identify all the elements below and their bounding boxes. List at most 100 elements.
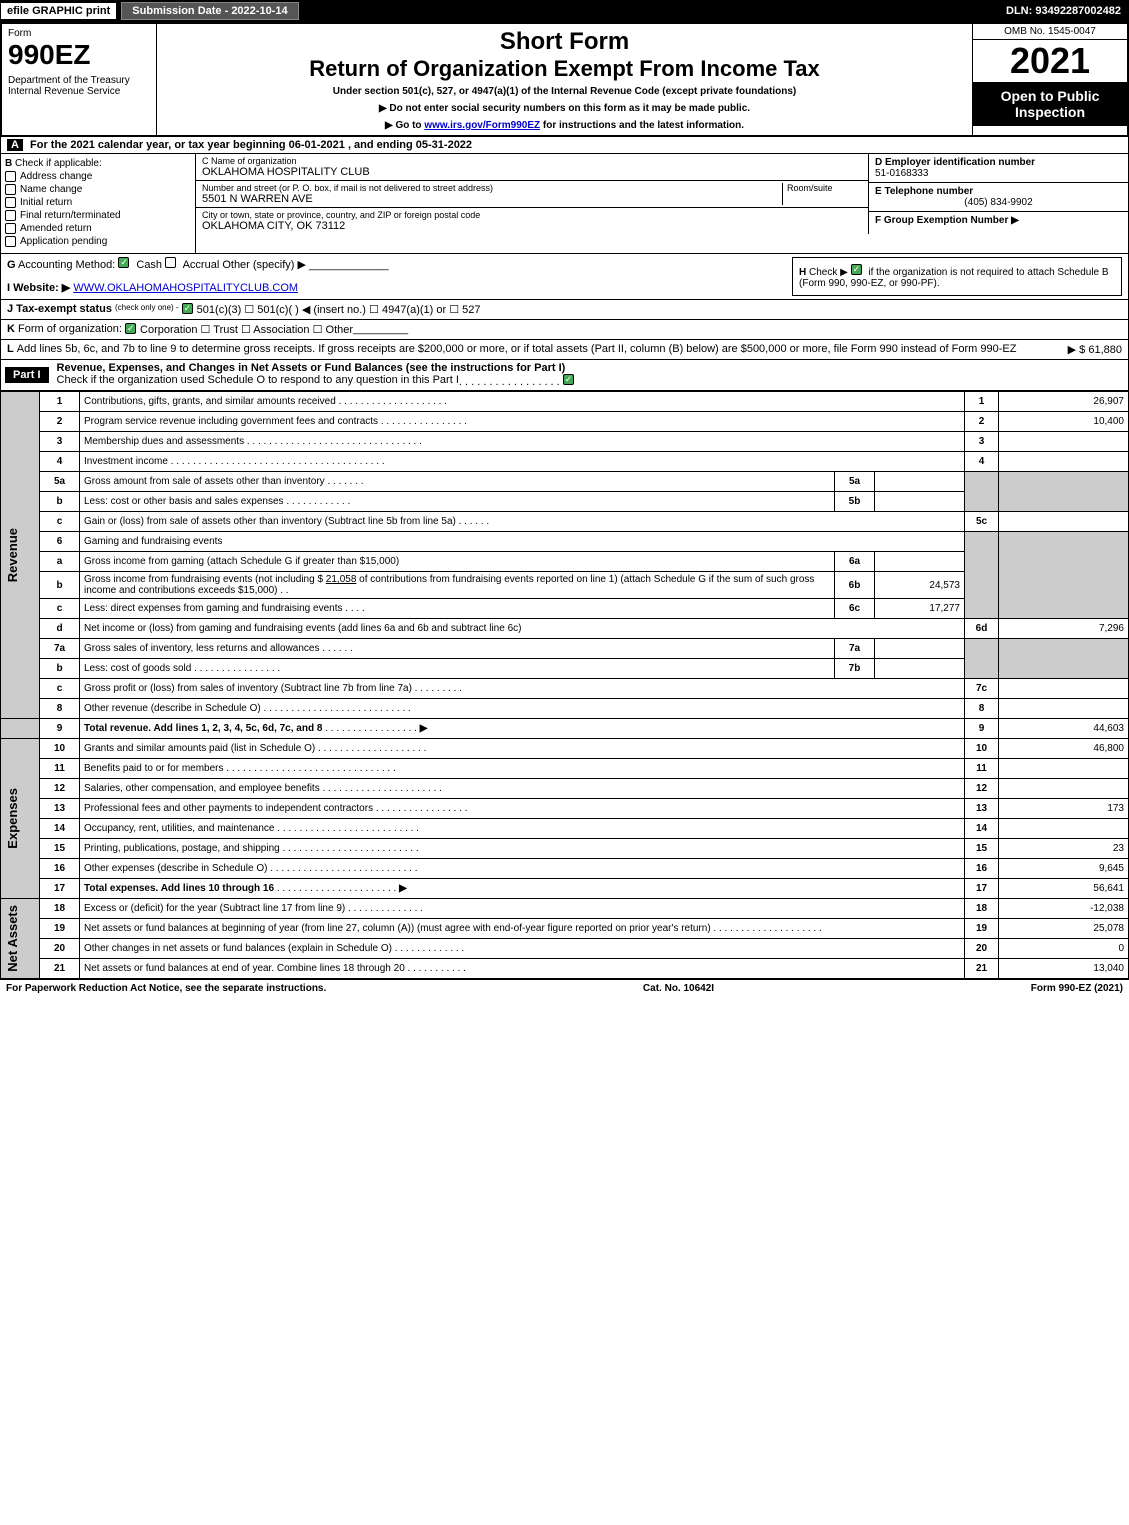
footer-center: Cat. No. 10642I [643, 983, 714, 994]
footer-left: For Paperwork Reduction Act Notice, see … [6, 983, 326, 994]
info-grid: B Check if applicable: Address change Na… [0, 154, 1129, 254]
col-b: B Check if applicable: Address change Na… [1, 154, 196, 253]
line-21-val: 13,040 [999, 959, 1129, 979]
chk-amended-return[interactable] [5, 223, 16, 234]
line-9-val: 44,603 [999, 719, 1129, 739]
website-link[interactable]: WWW.OKLAHOMAHOSPITALITYCLUB.COM [73, 282, 298, 294]
row-j: J Tax-exempt status (check only one) - 5… [0, 300, 1129, 320]
line-1-desc: Contributions, gifts, grants, and simila… [84, 396, 336, 407]
line-1-ref: 1 [965, 392, 999, 412]
chk-501c3[interactable] [182, 303, 193, 314]
dept-treasury: Department of the Treasury Internal Reve… [8, 75, 150, 97]
label-j: J Tax-exempt status [7, 303, 112, 316]
footer-right: Form 990-EZ (2021) [1031, 983, 1123, 994]
row-l: L Add lines 5b, 6c, and 7b to line 9 to … [0, 340, 1129, 360]
line-8-desc: Other revenue (describe in Schedule O) [84, 703, 261, 714]
chk-address-change[interactable] [5, 171, 16, 182]
line-5a-desc: Gross amount from sale of assets other t… [84, 476, 325, 487]
submission-date-btn[interactable]: Submission Date - 2022-10-14 [121, 2, 298, 20]
line-8-val [999, 699, 1129, 719]
ein-lbl: D Employer identification number [875, 157, 1035, 168]
row-l-amount: ▶ $ 61,880 [1068, 343, 1122, 356]
line-7b-desc: Less: cost of goods sold [84, 663, 191, 674]
line-15-desc: Printing, publications, postage, and shi… [84, 843, 280, 854]
chk-final-return[interactable] [5, 210, 16, 221]
line-5c-val [999, 512, 1129, 532]
line-6-desc: Gaming and fundraising events [80, 532, 965, 552]
line-10-val: 46,800 [999, 739, 1129, 759]
part-i-header: Part I Revenue, Expenses, and Changes in… [0, 360, 1129, 391]
label-i: I Website: ▶ [7, 282, 70, 294]
line-6a-val [875, 552, 965, 572]
line-18-desc: Excess or (deficit) for the year (Subtra… [84, 903, 345, 914]
line-19-val: 25,078 [999, 919, 1129, 939]
opt-address-change: Address change [20, 171, 92, 182]
chk-corporation[interactable] [125, 323, 136, 334]
efile-print-btn[interactable]: efile GRAPHIC print [0, 2, 117, 20]
header-center: Short Form Return of Organization Exempt… [157, 24, 972, 135]
tax-year: 2021 [973, 40, 1127, 82]
opt-name-change: Name change [20, 184, 82, 195]
chk-application-pending[interactable] [5, 236, 16, 247]
room-lbl: Room/suite [782, 183, 862, 205]
chk-accrual[interactable] [165, 257, 176, 268]
line-16-desc: Other expenses (describe in Schedule O) [84, 863, 267, 874]
line-6b-desc1: Gross income from fundraising events (no… [84, 574, 323, 585]
row-h-check: Check ▶ [809, 267, 848, 278]
line-7a-val [875, 639, 965, 659]
line-6c-desc: Less: direct expenses from gaming and fu… [84, 603, 342, 614]
row-k-opts: Corporation ☐ Trust ☐ Association ☐ Othe… [140, 323, 353, 336]
label-b: B [5, 158, 12, 169]
chk-cash[interactable] [118, 257, 129, 268]
line-5b-desc: Less: cost or other basis and sales expe… [84, 496, 284, 507]
dln-label: DLN: 93492287002482 [998, 3, 1129, 19]
opt-application-pending: Application pending [20, 236, 107, 247]
omb-number: OMB No. 1545-0047 [973, 24, 1127, 40]
line-17-val: 56,641 [999, 879, 1129, 899]
row-a: A For the 2021 calendar year, or tax yea… [0, 137, 1129, 154]
opt-other: Other (specify) ▶ [222, 259, 306, 271]
chk-h[interactable] [851, 264, 862, 275]
line-3-val [999, 432, 1129, 452]
line-14-val [999, 819, 1129, 839]
grp-arrow: ▶ [1011, 215, 1019, 226]
line-10-desc: Grants and similar amounts paid (list in… [84, 743, 315, 754]
line-6c-val: 17,277 [875, 599, 965, 619]
row-j-opts: 501(c)(3) ☐ 501(c)( ) ◀ (insert no.) ☐ 4… [197, 303, 481, 316]
row-g-text: Accounting Method: [18, 259, 115, 271]
line-6b-amt: 21,058 [326, 574, 357, 585]
line-5a-val [875, 472, 965, 492]
city-val: OKLAHOMA CITY, OK 73112 [202, 220, 862, 232]
line-12-desc: Salaries, other compensation, and employ… [84, 783, 320, 794]
line-5b-val [875, 492, 965, 512]
opt-accrual: Accrual [183, 259, 220, 271]
chk-initial-return[interactable] [5, 197, 16, 208]
goto-link[interactable]: ▶ Go to www.irs.gov/Form990EZ for instru… [161, 120, 968, 131]
line-20-desc: Other changes in net assets or fund bala… [84, 943, 392, 954]
opt-final-return: Final return/terminated [20, 210, 121, 221]
line-2-val: 10,400 [999, 412, 1129, 432]
line-2-desc: Program service revenue including govern… [84, 416, 378, 427]
line-1-val: 26,907 [999, 392, 1129, 412]
line-20-val: 0 [999, 939, 1129, 959]
part-i-label: Part I [5, 367, 49, 383]
label-k: K [7, 323, 15, 336]
h-box: H Check ▶ if the organization is not req… [792, 257, 1122, 296]
top-bar: efile GRAPHIC print Submission Date - 20… [0, 0, 1129, 22]
line-6d-val: 7,296 [999, 619, 1129, 639]
row-j-sub: (check only one) - [115, 303, 179, 316]
col-de: D Employer identification number 51-0168… [868, 154, 1128, 234]
ein-val: 51-0168333 [875, 168, 928, 179]
part-i-title: Revenue, Expenses, and Changes in Net As… [57, 362, 566, 374]
line-13-desc: Professional fees and other payments to … [84, 803, 373, 814]
chk-name-change[interactable] [5, 184, 16, 195]
title-return: Return of Organization Exempt From Incom… [161, 56, 968, 82]
line-6a-desc: Gross income from gaming (attach Schedul… [84, 556, 399, 567]
street-val: 5501 N WARREN AVE [202, 193, 782, 205]
section-revenue: Revenue [5, 528, 20, 582]
irs-link[interactable]: www.irs.gov/Form990EZ [424, 120, 540, 131]
under-section: Under section 501(c), 527, or 4947(a)(1)… [161, 86, 968, 97]
header-right: OMB No. 1545-0047 2021 Open to Public In… [972, 24, 1127, 135]
line-21-desc: Net assets or fund balances at end of ye… [84, 963, 405, 974]
chk-schedule-o[interactable] [563, 374, 574, 385]
